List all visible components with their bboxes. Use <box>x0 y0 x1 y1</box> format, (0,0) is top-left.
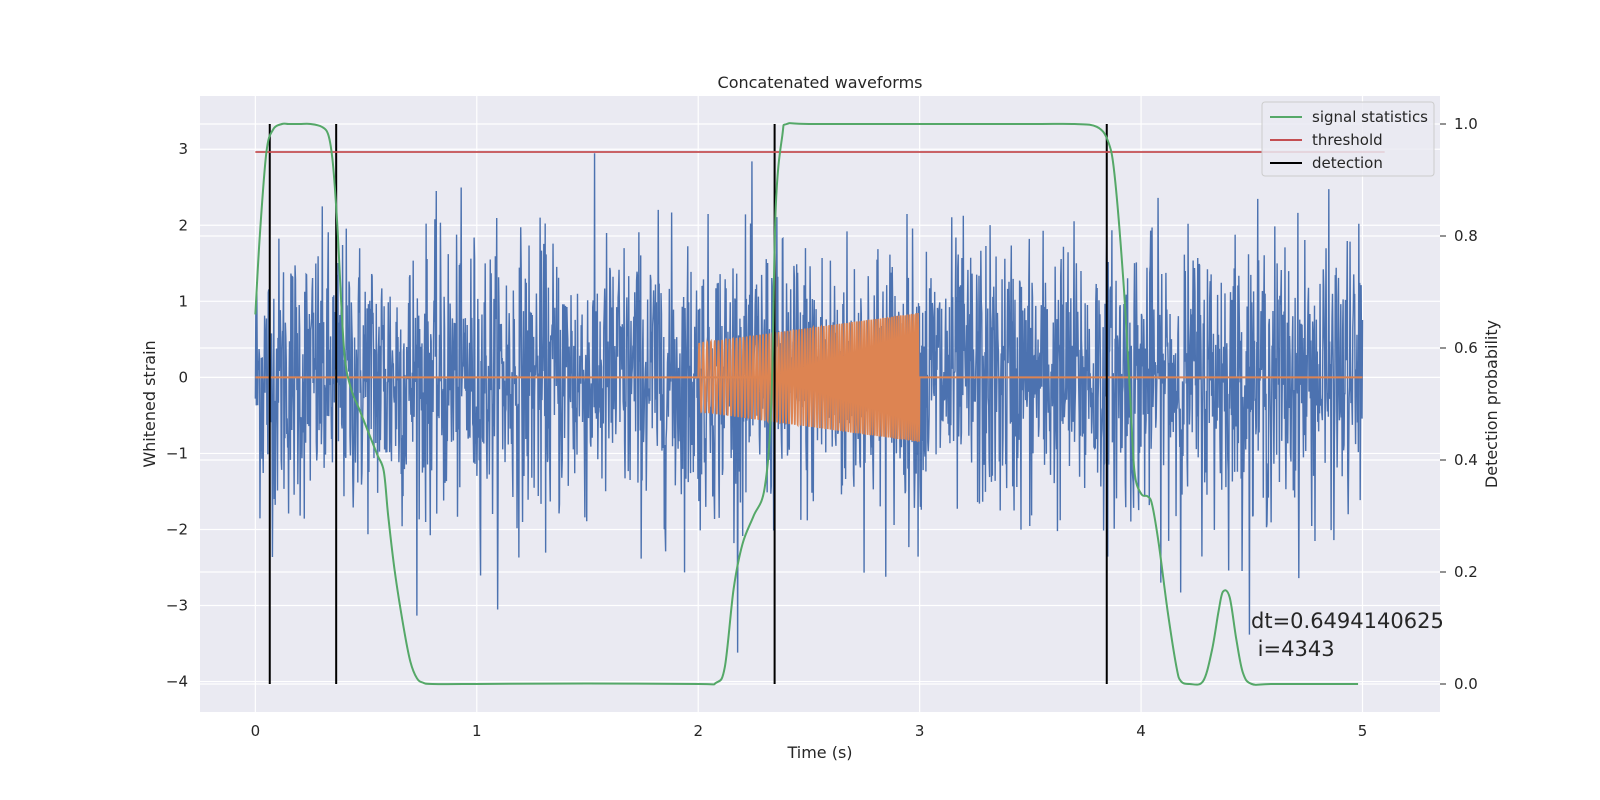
y-left-tick-label: −3 <box>166 597 188 615</box>
x-tick-label: 0 <box>251 722 261 740</box>
legend-label-3: detection <box>1312 154 1383 172</box>
chart-title: Concatenated waveforms <box>718 73 923 92</box>
y-right-tick-label: 0.6 <box>1454 339 1478 357</box>
y-left-tick-label: −1 <box>166 444 188 462</box>
series-signal-statistics <box>254 122 1359 686</box>
series-injected-waveform <box>697 312 921 443</box>
annotation-dt: dt=0.6494140625 <box>1251 609 1444 633</box>
x-tick-label: 4 <box>1136 722 1146 740</box>
legend-box <box>1261 101 1435 177</box>
y-left-tick-label: 2 <box>178 216 188 234</box>
y-right-tick-label: 1.0 <box>1454 115 1478 133</box>
x-tick-label: 5 <box>1358 722 1368 740</box>
annotation-i: i=4343 <box>1251 637 1335 661</box>
y-right-tick-label: 0.2 <box>1454 563 1478 581</box>
legend-label-2: threshold <box>1312 131 1383 149</box>
y-axis-label-right: Detection probability <box>1482 320 1501 488</box>
x-tick-label: 3 <box>915 722 925 740</box>
x-axis-label: Time (s) <box>786 743 852 762</box>
y-right-tick-label: 0.8 <box>1454 227 1478 245</box>
y-left-tick-label: −2 <box>166 520 188 538</box>
y-left-tick-label: 3 <box>178 140 188 158</box>
legend-label-1: signal statistics <box>1312 108 1428 126</box>
x-tick-label: 2 <box>693 722 703 740</box>
y-right-tick-label: 0.0 <box>1454 675 1478 693</box>
legend: signal statistics threshold detection <box>1261 101 1435 177</box>
y-left-tick-label: −4 <box>166 673 188 691</box>
y-left-tick-label: 0 <box>178 368 188 386</box>
x-tick-label: 1 <box>472 722 482 740</box>
y-right-tick-label: 0.4 <box>1454 451 1478 469</box>
ticks: 0 1 2 3 4 5 −4 −3 −2 −1 0 1 2 3 0.0 0.2 0.4 0.6 0.8 1.0 <box>166 115 1478 740</box>
annotation: dt=0.6494140625 i=4343 <box>1251 609 1444 661</box>
y-left-tick-label: 1 <box>178 292 188 310</box>
plot-area <box>254 122 1385 686</box>
y-axis-label-left: Whitened strain <box>140 340 159 467</box>
